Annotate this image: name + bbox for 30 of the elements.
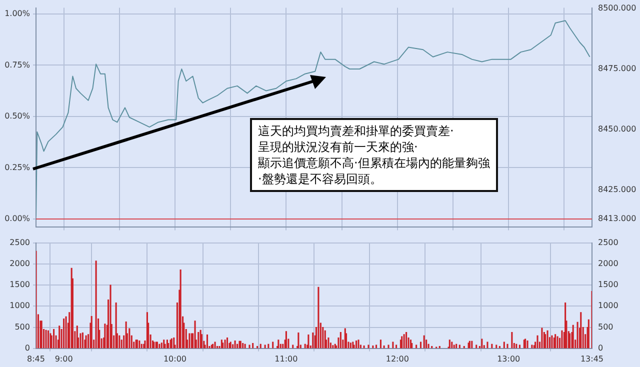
x-tick-label: 9:00: [54, 354, 73, 364]
y2-tick-label: 8500.000: [598, 4, 636, 13]
y-tick-label: 1500: [10, 280, 30, 290]
annotation: 這天的均買均賣差和掛單的委買賣差‧ 呈現的狀況沒有前一天來的強‧ 顯示追價意願不高‧但累積在場內的能量夠強 ‧盤勢還是不容易回頭。: [250, 118, 498, 192]
y-tick-label: 2500: [10, 238, 30, 247]
y-tick-label: 1.00%: [4, 9, 30, 18]
y-tick-label: 1000: [10, 301, 30, 310]
x-tick-label: 12:00: [386, 354, 409, 364]
y-tick-label: 0.50%: [4, 112, 30, 121]
x-tick-label: 10:00: [163, 354, 187, 364]
y-tick-label: 500: [14, 322, 30, 332]
y2-tick-label: 8475.000: [598, 64, 636, 74]
y2-tick-label: 500: [598, 322, 614, 332]
y-tick-label: 2000: [10, 259, 30, 268]
x-tick-label: 11:00: [274, 354, 298, 364]
y2-tick-label: 8450.000: [598, 124, 636, 134]
y2-tick-label: 8425.000: [598, 185, 636, 194]
x-tick-label: 8:45: [27, 354, 45, 364]
y-tick-label: 0: [24, 343, 30, 352]
y2-tick-label: 1500: [598, 280, 618, 290]
y2-tick-label: 2500: [598, 238, 618, 247]
y-tick-label: 0.25%: [4, 162, 30, 172]
y2-tick-label: 2000: [598, 259, 618, 268]
y-tick-label: 0.00%: [4, 214, 30, 224]
y2-tick-label: 0: [598, 343, 604, 352]
y2-tick-label: 1000: [598, 301, 618, 310]
y2-tick-label: 8413.000: [598, 214, 636, 224]
x-tick-label: 13:00: [497, 354, 520, 364]
y-tick-label: 0.75%: [4, 60, 30, 70]
x-tick-label: 13:45: [580, 354, 604, 364]
